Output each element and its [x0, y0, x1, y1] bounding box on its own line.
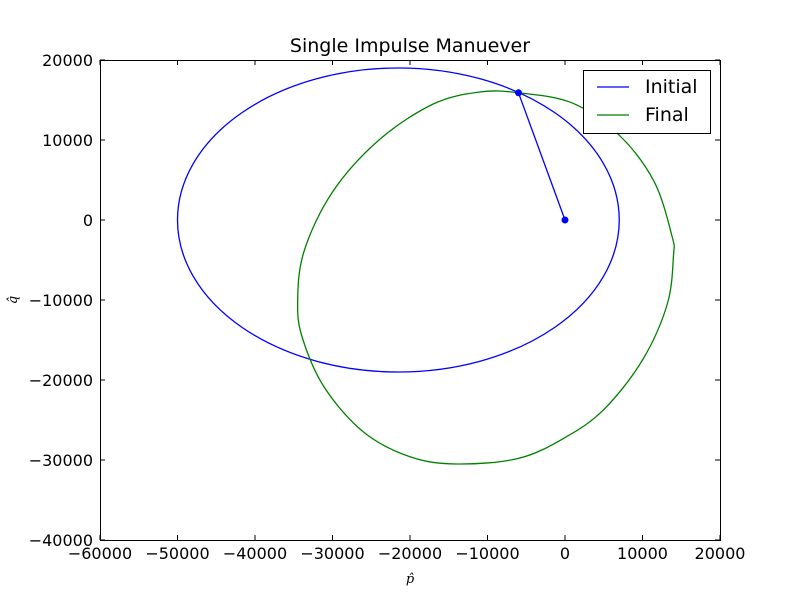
series-initial-orbit — [176, 67, 620, 373]
y-tick-label: 0 — [83, 211, 93, 230]
y-tick-label: −10000 — [29, 291, 93, 310]
legend-box — [583, 70, 711, 134]
x-tick-label: −50000 — [145, 544, 209, 563]
legend-label-final: Final — [645, 104, 689, 126]
x-tick-label: 10000 — [617, 544, 668, 563]
origin-point-marker — [561, 216, 569, 224]
y-tick-label: −20000 — [29, 371, 93, 390]
x-tick-label: 20000 — [695, 544, 746, 563]
x-tick-label: −60000 — [68, 544, 132, 563]
chart-title: Single Impulse Manuever — [290, 35, 530, 57]
x-tick-label: −20000 — [378, 544, 442, 563]
y-tick-label: 10000 — [42, 131, 93, 150]
x-tick-label: −40000 — [223, 544, 287, 563]
x-axis-label: p̂ — [406, 572, 415, 587]
legend: Initial Final — [583, 70, 711, 134]
y-tick-label: 20000 — [42, 51, 93, 70]
x-tick-label: −30000 — [300, 544, 364, 563]
plot-frame — [100, 60, 721, 541]
series-final-orbit — [296, 90, 675, 465]
y-axis-label: q̂ — [6, 296, 21, 304]
x-tick-label: 0 — [560, 544, 570, 563]
y-tick-label: −30000 — [29, 451, 93, 470]
y-tick-label: −40000 — [29, 531, 93, 550]
impulse-vector-line — [517, 92, 566, 221]
x-tick-label: −10000 — [455, 544, 519, 563]
legend-label-initial: Initial — [645, 76, 698, 98]
impulse-point-marker — [515, 89, 522, 97]
